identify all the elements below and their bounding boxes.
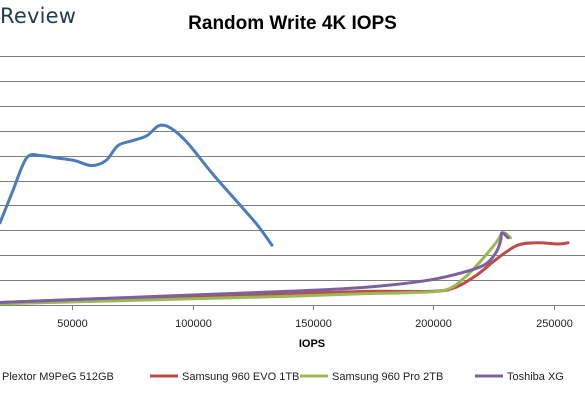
chart-title-text: Random Write 4K IOPS [188, 13, 397, 34]
legend-label-0: Plextor M9PeG 512GB [2, 371, 114, 383]
chart-title: Random Write 4K IOPS [0, 13, 585, 35]
legend-label-2: Samsung 960 Pro 2TB [332, 371, 443, 383]
x-tick-label-2: 150000 [295, 318, 332, 330]
x-tick-label-1: 100000 [175, 318, 212, 330]
series-line-0 [0, 123, 274, 247]
series-line-1 [0, 241, 570, 304]
legend-label-3: Toshiba XG [507, 371, 564, 383]
x-tick-label-4: 250000 [536, 318, 573, 330]
x-axis: 50000 100000 150000 200000 250000 [0, 305, 585, 330]
series-line-2 [0, 231, 512, 306]
x-axis-title: IOPS [299, 338, 325, 350]
series-line-3 [0, 231, 510, 304]
series-lines [0, 123, 570, 306]
logo-text: Review [0, 4, 77, 28]
x-tick-label-0: 50000 [57, 318, 88, 330]
legend-label-1: Samsung 960 EVO 1TB [182, 371, 299, 383]
gridlines [0, 56, 585, 281]
legend: Plextor M9PeG 512GB Samsung 960 EVO 1TB Sa… [2, 371, 564, 383]
x-tick-label-3: 200000 [415, 318, 452, 330]
